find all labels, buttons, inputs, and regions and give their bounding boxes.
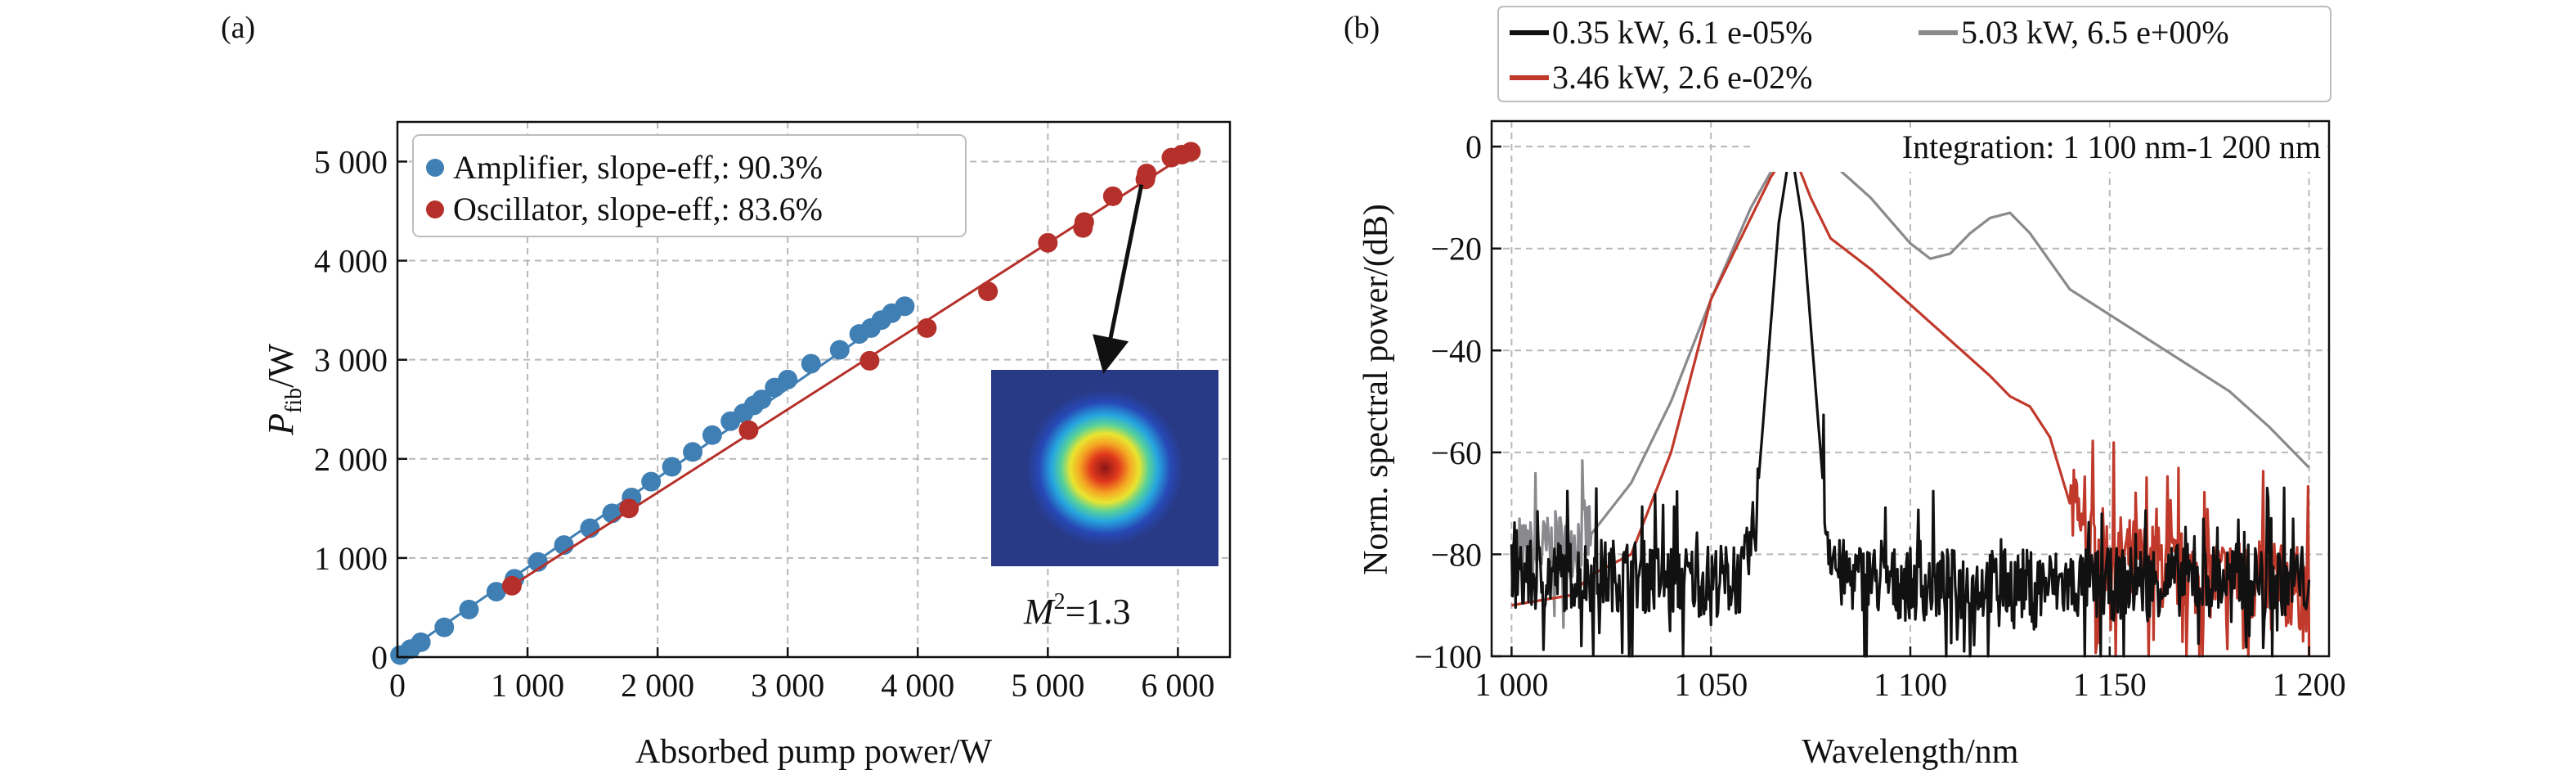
panel-b-ytick-label: −60 xyxy=(1430,435,1482,471)
panel-a-xlabel: Absorbed pump power/W xyxy=(635,733,993,771)
panel-a-ytick-label: 0 xyxy=(371,639,388,676)
panel-a-xtick-label: 5 000 xyxy=(1011,667,1084,704)
inset-m2-value: =1.3 xyxy=(1066,592,1131,632)
legend-label-5p03: 5.03 kW, 6.5 e+00% xyxy=(1961,14,2229,51)
amplifier-point xyxy=(829,340,850,360)
oscillator-point xyxy=(1181,142,1201,162)
oscillator-point xyxy=(917,317,937,338)
panel-b-xtick-label: 1 200 xyxy=(2273,666,2346,703)
inset-m2-symbol: M xyxy=(1023,592,1056,632)
legend-marker-oscillator xyxy=(426,200,444,218)
panel-b-ylabel: Norm. spectral power/(dB) xyxy=(1358,204,1395,575)
oscillator-point xyxy=(1137,163,1157,183)
panel-a-ytick-label: 5 000 xyxy=(314,143,388,180)
amplifier-point xyxy=(411,632,431,652)
panel-a-ylabel-unit: /W xyxy=(261,344,301,388)
oscillator-point xyxy=(859,350,880,371)
amplifier-point xyxy=(895,296,915,317)
panel-b-xtick-label: 1 000 xyxy=(1474,666,1548,703)
series-5p03kw xyxy=(1510,145,2310,629)
panel-b-ytick-label: −100 xyxy=(1414,638,1482,675)
panel-b: (b) 1 000 1 050 1 100 1 150 1 200 −100 −80 −60 −… xyxy=(1344,6,2346,771)
panel-b-legend: 0.35 kW, 6.1 e-05% 5.03 kW, 6.5 e+00% 3.… xyxy=(1497,6,2331,102)
panel-a-ylabel: Pfib/W xyxy=(261,344,307,436)
amplifier-point xyxy=(486,582,506,602)
panel-a-series xyxy=(390,142,1201,665)
inset-arrow xyxy=(1093,184,1144,374)
legend-box xyxy=(412,134,967,237)
panel-b-xlabel: Wavelength/nm xyxy=(1802,733,2019,771)
oscillator-point xyxy=(1038,232,1058,253)
panel-a-xtick-label: 3 000 xyxy=(751,667,824,704)
panel-a: (a) 0 1 000 2 000 3 000 4 000 5 000 6 000 0 1 00… xyxy=(221,11,1232,771)
amplifier-point xyxy=(778,369,798,390)
panel-a-xtick-label: 6 000 xyxy=(1141,667,1214,704)
integration-annotation: Integration: 1 100 nm-1 200 nm xyxy=(1902,128,2321,165)
panel-a-ytick-label: 1 000 xyxy=(314,540,388,577)
panel-a-ylabel-symbol: P xyxy=(261,413,301,436)
panel-a-ylabel-sub: fib xyxy=(281,388,307,413)
panel-a-ytick-label: 3 000 xyxy=(314,342,388,379)
panel-b-series xyxy=(1510,145,2311,658)
panel-a-ytick-label: 2 000 xyxy=(314,441,388,478)
legend-label-0p35: 0.35 kW, 6.1 e-05% xyxy=(1552,14,1812,51)
amplifier-point xyxy=(434,617,455,637)
panel-a-frame xyxy=(396,120,1232,659)
panel-a-ticks: 0 1 000 2 000 3 000 4 000 5 000 6 000 0 1 000 2 0… xyxy=(314,143,1214,704)
legend-label-amplifier: Amplifier, slope-eff,: 90.3% xyxy=(453,149,823,186)
panel-b-ytick-label: −80 xyxy=(1430,536,1482,573)
panel-a-legend: Amplifier, slope-eff,: 90.3% Oscillator,… xyxy=(412,134,967,237)
panel-b-label: (b) xyxy=(1344,11,1380,45)
amplifier-point xyxy=(683,442,703,462)
legend-label-3p46: 3.46 kW, 2.6 e-02% xyxy=(1552,59,1812,96)
annotation-bg xyxy=(1750,128,2322,172)
panel-b-xtick-label: 1 150 xyxy=(2073,666,2147,703)
legend-marker-amplifier xyxy=(426,159,444,177)
panel-b-xtick-label: 1 100 xyxy=(1874,666,1947,703)
legend-label-oscillator: Oscillator, slope-eff,: 83.6% xyxy=(453,191,823,227)
inset-m2-label: M2=1.3 xyxy=(1023,589,1130,632)
oscillator-point xyxy=(501,575,522,596)
amplifier-point xyxy=(702,425,722,445)
panel-b-ytick-label: −40 xyxy=(1430,332,1482,369)
beam-profile-inset: M2=1.3 xyxy=(991,184,1218,632)
beam-spot xyxy=(1026,390,1183,547)
panel-b-xtick-label: 1 050 xyxy=(1674,666,1748,703)
amplifier-point xyxy=(752,390,772,410)
inset-m2-sup: 2 xyxy=(1054,589,1066,615)
oscillator-point xyxy=(978,281,999,302)
oscillator-point xyxy=(1074,212,1094,232)
oscillator-point xyxy=(619,498,640,519)
amplifier-point xyxy=(662,457,682,477)
panel-a-ytick-label: 4 000 xyxy=(314,243,388,280)
panel-a-label: (a) xyxy=(221,11,255,45)
amplifier-point xyxy=(459,599,479,619)
oscillator-point xyxy=(738,420,759,440)
series-0p35kw xyxy=(1510,145,2311,658)
amplifier-point xyxy=(801,353,821,374)
panel-b-ticks: 1 000 1 050 1 100 1 150 1 200 −100 −80 −60 −40 −2… xyxy=(1414,128,2345,703)
oscillator-point xyxy=(1102,186,1123,206)
panel-b-ytick-label: −20 xyxy=(1430,231,1482,268)
panel-a-xtick-label: 2 000 xyxy=(621,667,694,704)
legend-box-b xyxy=(1497,6,2331,102)
panel-b-ytick-label: 0 xyxy=(1465,128,1482,165)
panel-a-xtick-label: 0 xyxy=(389,667,406,704)
amplifier-point xyxy=(641,471,662,492)
panel-a-xtick-label: 4 000 xyxy=(881,667,954,704)
panel-a-xtick-label: 1 000 xyxy=(491,667,564,704)
